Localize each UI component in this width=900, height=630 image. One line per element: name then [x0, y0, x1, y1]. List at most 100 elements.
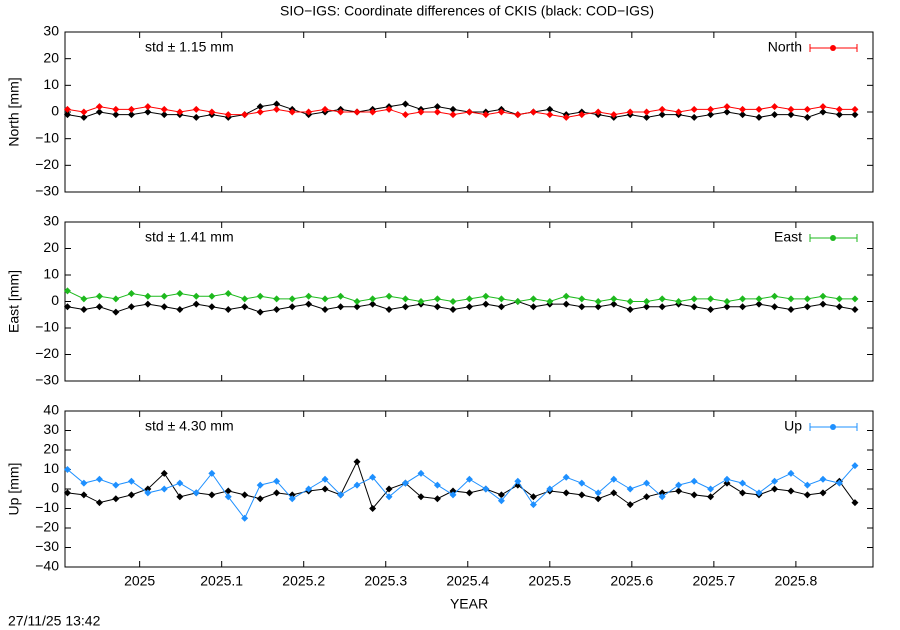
- data-point: [95, 475, 103, 483]
- data-point: [144, 489, 152, 497]
- data-point: [803, 481, 811, 489]
- legend-marker: [830, 235, 836, 241]
- data-point: [755, 105, 763, 113]
- data-point: [658, 111, 666, 119]
- x-tick-label: 2025: [124, 573, 155, 589]
- data-point: [288, 495, 296, 503]
- data-point: [160, 485, 168, 493]
- data-point: [80, 479, 88, 487]
- data-point: [835, 303, 843, 311]
- data-point: [385, 105, 393, 113]
- data-point: [95, 292, 103, 300]
- data-point: [819, 292, 827, 300]
- y-tick-label: 10: [43, 460, 59, 476]
- data-point: [112, 111, 120, 119]
- data-point: [256, 481, 264, 489]
- data-point: [417, 108, 425, 116]
- data-point: [610, 300, 618, 308]
- data-point: [385, 485, 393, 493]
- data-point: [546, 111, 554, 119]
- data-point: [465, 295, 473, 303]
- data-point: [529, 501, 537, 509]
- data-point: [63, 287, 71, 295]
- y-tick-label: 30: [43, 421, 59, 437]
- data-point: [739, 295, 747, 303]
- data-point: [497, 303, 505, 311]
- data-point: [80, 108, 88, 116]
- data-point: [578, 303, 586, 311]
- data-point: [433, 495, 441, 503]
- data-point: [208, 303, 216, 311]
- data-point: [771, 111, 779, 119]
- y-tick-label: 0: [51, 103, 59, 119]
- data-point: [321, 485, 329, 493]
- data-point: [401, 303, 409, 311]
- data-point: [144, 292, 152, 300]
- data-point: [771, 292, 779, 300]
- data-point: [385, 493, 393, 501]
- data-point: [337, 491, 345, 499]
- data-point: [835, 479, 843, 487]
- data-point: [707, 493, 715, 501]
- x-tick-label: 2025.7: [692, 573, 735, 589]
- y-tick-label: 30: [43, 23, 59, 39]
- data-point: [256, 292, 264, 300]
- data-point: [321, 105, 329, 113]
- data-point: [305, 485, 313, 493]
- series-line: [67, 300, 856, 313]
- data-point: [63, 111, 71, 119]
- data-point: [755, 300, 763, 308]
- annotation: std ± 1.41 mm: [145, 229, 234, 245]
- y-tick-label: 20: [43, 441, 59, 457]
- data-point: [851, 295, 859, 303]
- data-point: [369, 108, 377, 116]
- data-point: [578, 295, 586, 303]
- data-point: [112, 295, 120, 303]
- data-point: [707, 111, 715, 119]
- data-point: [241, 491, 249, 499]
- data-point: [529, 303, 537, 311]
- y-tick-label: 0: [51, 292, 59, 308]
- data-point: [127, 105, 135, 113]
- data-point: [482, 292, 490, 300]
- data-point: [353, 108, 361, 116]
- data-point: [385, 292, 393, 300]
- y-tick-label: 0: [51, 480, 59, 496]
- y-tick-label: 40: [43, 402, 59, 418]
- data-point: [819, 108, 827, 116]
- data-point: [224, 111, 232, 119]
- data-point: [160, 292, 168, 300]
- data-point: [353, 303, 361, 311]
- data-point: [787, 295, 795, 303]
- data-point: [160, 105, 168, 113]
- y-tick-label: −10: [35, 129, 59, 145]
- data-point: [385, 305, 393, 313]
- data-point: [723, 479, 731, 487]
- data-point: [112, 481, 120, 489]
- y-tick-label: −20: [35, 519, 59, 535]
- data-point: [353, 481, 361, 489]
- series-line: [67, 465, 856, 520]
- y-tick-label: −10: [35, 319, 59, 335]
- data-point: [241, 514, 249, 522]
- data-point: [369, 295, 377, 303]
- data-point: [321, 295, 329, 303]
- data-point: [144, 103, 152, 111]
- data-point: [305, 292, 313, 300]
- data-point: [144, 108, 152, 116]
- data-point: [369, 300, 377, 308]
- data-point: [643, 303, 651, 311]
- x-tick-label: 2025.2: [282, 573, 325, 589]
- data-point: [819, 475, 827, 483]
- data-point: [690, 295, 698, 303]
- data-point: [835, 295, 843, 303]
- data-point: [658, 493, 666, 501]
- data-point: [562, 489, 570, 497]
- data-point: [465, 108, 473, 116]
- data-point: [353, 458, 361, 466]
- data-point: [417, 469, 425, 477]
- data-point: [643, 113, 651, 121]
- data-point: [160, 469, 168, 477]
- data-point: [755, 295, 763, 303]
